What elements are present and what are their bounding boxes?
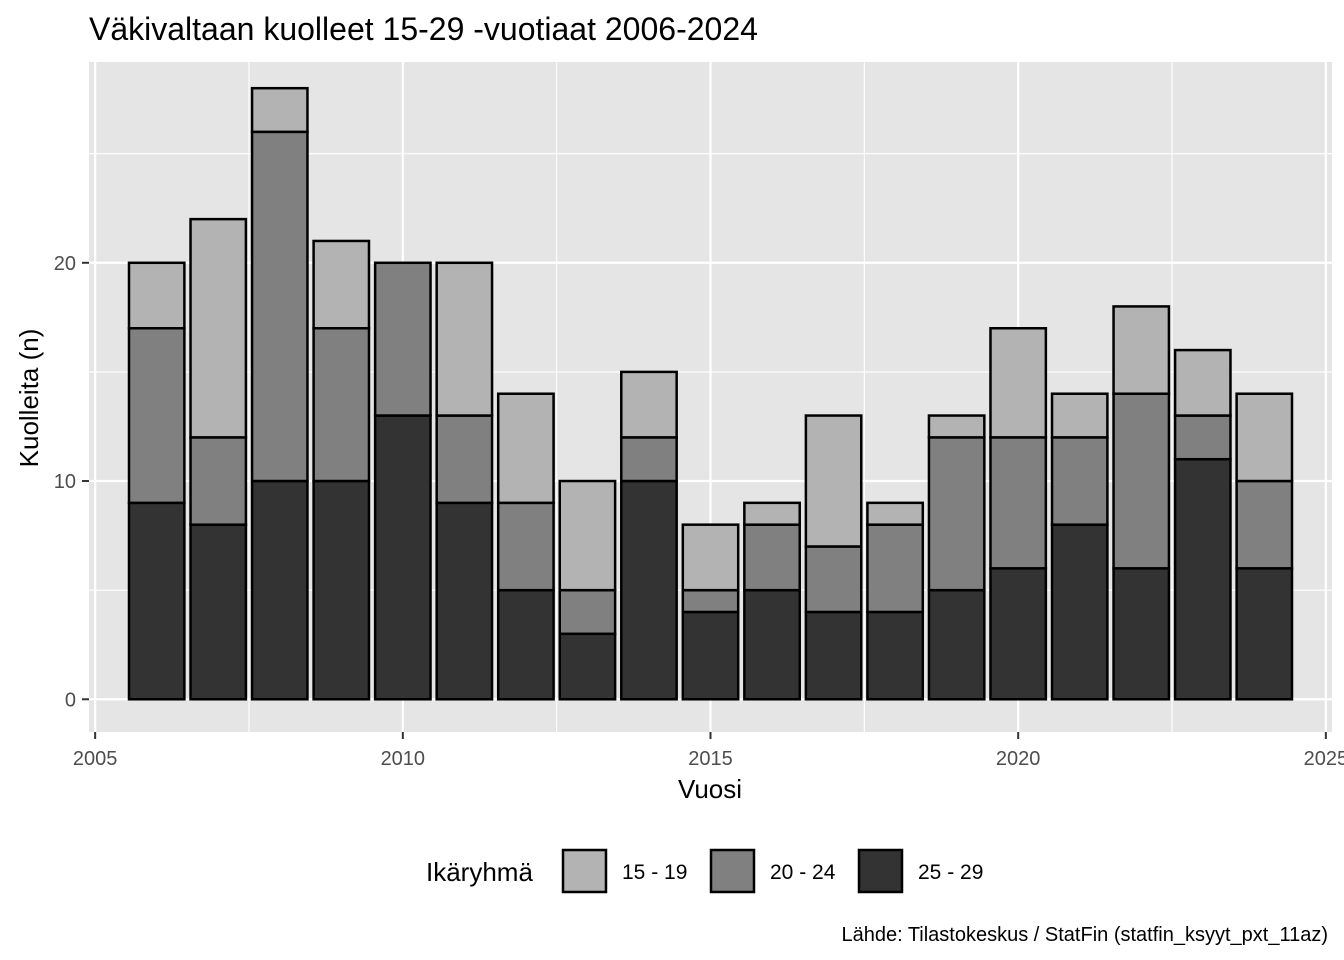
bar-segment — [127, 327, 186, 505]
bar-segment — [250, 130, 309, 483]
bar-segment — [927, 414, 986, 439]
bar-segment — [373, 261, 432, 417]
bar-segment — [866, 501, 925, 526]
bar-segment — [496, 501, 555, 592]
y-tick-label: 10 — [54, 471, 76, 493]
legend-key — [709, 848, 756, 894]
bar-segment — [804, 414, 863, 548]
bar-segment — [1112, 305, 1171, 395]
bar-segment — [620, 370, 678, 439]
bar-segment — [496, 392, 555, 505]
bar-segment — [189, 217, 248, 439]
bar-segment — [620, 479, 678, 701]
x-tick-label: 2020 — [996, 748, 1041, 770]
bar-segment — [1050, 392, 1109, 439]
bar-segment — [250, 86, 309, 134]
legend: Ikäryhmä 15 - 19 20 - 24 25 - 29 — [426, 848, 983, 894]
bar-segment — [189, 436, 248, 526]
bar-segment — [989, 327, 1048, 439]
bar-segment — [127, 261, 186, 330]
bar-segment — [312, 239, 371, 330]
bar-segment — [435, 501, 494, 701]
bar-segment — [1235, 479, 1294, 570]
bar-segment — [743, 588, 801, 701]
bar-segment — [1173, 457, 1232, 701]
bar-segment — [1050, 436, 1109, 526]
legend-label: 15 - 19 — [622, 861, 687, 884]
legend-label: 20 - 24 — [770, 861, 836, 884]
bar-segment — [1235, 567, 1294, 701]
bar-segment — [558, 588, 617, 636]
bar-segment — [866, 523, 925, 614]
x-tick-label: 2015 — [688, 748, 733, 770]
y-axis: 0 10 20 — [54, 253, 89, 711]
x-axis-title: Vuosi — [678, 774, 742, 804]
bar-segment — [866, 610, 925, 701]
bar-segment — [558, 479, 617, 592]
bar-segment — [804, 545, 863, 614]
bar-segment — [681, 588, 740, 614]
bar-segment — [250, 479, 309, 701]
y-axis-title: Kuolleita (n) — [14, 329, 44, 468]
bar-segment — [558, 632, 617, 701]
bar-segment — [681, 610, 740, 701]
source-caption: Lähde: Tilastokeskus / StatFin (statfin_… — [841, 924, 1328, 946]
x-tick-label: 2025 — [1304, 748, 1344, 770]
legend-key — [857, 848, 904, 894]
bar-segment — [496, 588, 555, 701]
bar-segment — [435, 414, 494, 505]
bar-segment — [1173, 414, 1232, 461]
bar-segment — [1112, 392, 1171, 570]
x-tick-label: 2005 — [73, 748, 118, 770]
bars — [127, 86, 1294, 701]
y-tick-label: 0 — [65, 689, 76, 711]
chart-title: Väkivaltaan kuolleet 15-29 -vuotiaat 200… — [89, 11, 758, 47]
bar-segment — [1112, 567, 1171, 701]
bar-segment — [743, 523, 801, 592]
bar-segment — [681, 523, 740, 592]
bar-segment — [989, 567, 1048, 701]
bar-segment — [1235, 392, 1294, 483]
bar-segment — [989, 436, 1048, 570]
x-axis: 2005 2010 2015 2020 2025 — [73, 732, 1344, 770]
bar-segment — [927, 588, 986, 701]
bar-segment — [804, 610, 863, 701]
bar-segment — [435, 261, 494, 417]
bar-segment — [1173, 348, 1232, 417]
bar-segment — [373, 414, 432, 701]
bar-segment — [927, 436, 986, 592]
bar-segment — [312, 327, 371, 483]
x-tick-label: 2010 — [381, 748, 426, 770]
legend-title: Ikäryhmä — [426, 857, 533, 887]
bar-segment — [127, 501, 186, 701]
legend-label: 25 - 29 — [918, 861, 983, 884]
legend-key — [561, 848, 608, 894]
y-tick-label: 20 — [54, 253, 76, 275]
bar-segment — [620, 436, 678, 483]
bar-segment — [312, 479, 371, 701]
bar-segment — [1050, 523, 1109, 701]
bar-segment — [743, 501, 801, 526]
bar-segment — [189, 523, 248, 701]
